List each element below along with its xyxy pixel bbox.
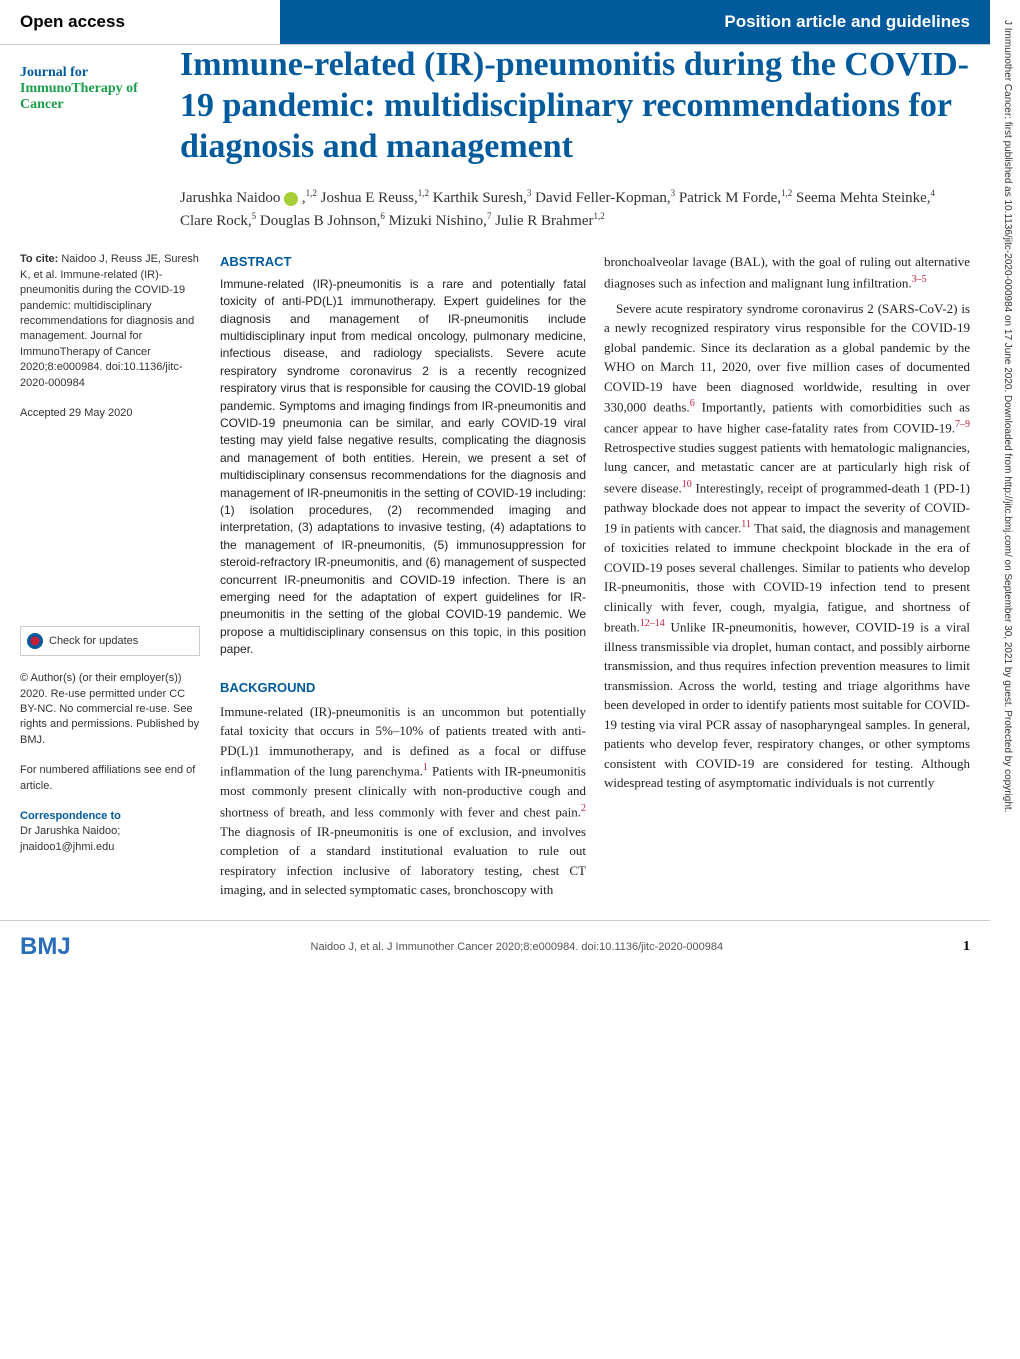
author-first: Jarushka Naidoo — [180, 190, 280, 206]
ref-11[interactable]: 11 — [741, 519, 751, 530]
column-1: ABSTRACT Immune-related (IR)-pneumonitis… — [220, 252, 586, 899]
ref-12-14[interactable]: 12–14 — [640, 618, 665, 629]
accepted-date: Accepted 29 May 2020 — [20, 406, 200, 421]
affiliations-note: For numbered affiliations see end of art… — [20, 763, 200, 794]
check-updates-label: Check for updates — [49, 634, 138, 649]
ref-2[interactable]: 2 — [581, 803, 586, 814]
bmj-logo: BMJ — [20, 933, 71, 961]
ref-3-5[interactable]: 3–5 — [912, 274, 927, 285]
left-sidebar: To cite: Naidoo J, Reuss JE, Suresh K, e… — [20, 252, 200, 899]
column-2: bronchoalveolar lavage (BAL), with the g… — [604, 252, 970, 899]
journal-logo: Journal for ImmunoTherapy of Cancer — [0, 45, 180, 252]
check-updates-button[interactable]: Check for updates — [20, 626, 200, 656]
section-badge: Position article and guidelines — [280, 0, 990, 44]
footer: BMJ Naidoo J, et al. J Immunother Cancer… — [0, 920, 990, 973]
background-heading: BACKGROUND — [220, 678, 586, 698]
background-p1: Immune-related (IR)-pneumonitis is an un… — [220, 702, 586, 900]
right-margin-note: J Immunother Cancer: first published as … — [990, 0, 1020, 973]
page-number: 1 — [963, 939, 970, 955]
body-columns: ABSTRACT Immune-related (IR)-pneumonitis… — [220, 252, 970, 899]
copyright-text: © Author(s) (or their employer(s)) 2020.… — [20, 671, 200, 748]
background-p3: Severe acute respiratory syndrome corona… — [604, 299, 970, 793]
journal-line2: ImmunoTherapy of Cancer — [20, 81, 138, 112]
article-title: Immune-related (IR)-pneumonitis during t… — [180, 45, 970, 167]
header-bar: Open access Position article and guideli… — [0, 0, 990, 45]
cite-label: To cite: — [20, 253, 58, 265]
correspondence-label: Correspondence to — [20, 809, 200, 824]
cite-text: Naidoo J, Reuss JE, Suresh K, et al. Imm… — [20, 253, 199, 388]
authors: Jarushka Naidoo ,1,2 Joshua E Reuss,1,2 … — [180, 187, 970, 232]
open-access-label: Open access — [0, 0, 280, 44]
crossmark-icon — [27, 633, 43, 649]
orcid-icon[interactable] — [284, 192, 298, 206]
journal-line1: Journal for — [20, 65, 88, 80]
cite-block: To cite: Naidoo J, Reuss JE, Suresh K, e… — [20, 252, 200, 391]
ref-10[interactable]: 10 — [682, 479, 692, 490]
ref-7-9[interactable]: 7–9 — [955, 419, 970, 430]
abstract-text: Immune-related (IR)-pneumonitis is a rar… — [220, 276, 586, 659]
correspondence-text: Dr Jarushka Naidoo; jnaidoo1@jhmi.edu — [20, 825, 120, 852]
abstract-heading: ABSTRACT — [220, 252, 586, 272]
footer-citation: Naidoo J, et al. J Immunother Cancer 202… — [311, 941, 724, 953]
background-p2: bronchoalveolar lavage (BAL), with the g… — [604, 252, 970, 292]
correspondence-block: Correspondence to Dr Jarushka Naidoo; jn… — [20, 809, 200, 855]
